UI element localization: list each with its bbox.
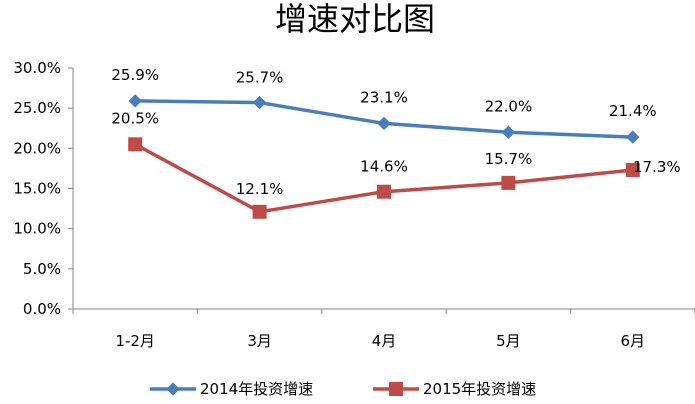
series-2: 20.5% 12.1% 14.6% 15.7% 17.3%	[111, 109, 681, 219]
x-tick-label: 6月	[621, 332, 646, 350]
x-tick-label: 4月	[372, 332, 397, 350]
data-label: 14.6%	[360, 158, 408, 176]
data-label: 15.7%	[485, 150, 533, 168]
legend-entry: 2015年投资增速	[373, 380, 536, 398]
data-point	[128, 137, 143, 152]
x-tick-label: 3月	[247, 332, 272, 350]
data-label: 25.9%	[111, 66, 159, 84]
legend-entry: 2014年投资增速	[150, 380, 313, 398]
x-tick-label: 1-2月	[115, 332, 155, 350]
y-tick-label: 20.0%	[13, 139, 61, 157]
data-point	[626, 130, 640, 144]
y-tick-label: 30.0%	[13, 59, 61, 77]
data-point	[377, 116, 391, 131]
data-label: 17.3%	[633, 158, 681, 176]
data-label: 12.1%	[236, 180, 284, 198]
data-label: 21.4%	[609, 102, 657, 120]
series-line	[134, 142, 633, 214]
data-point	[128, 94, 142, 108]
y-tick-label: 15.0%	[13, 180, 61, 198]
data-label: 23.1%	[360, 88, 408, 106]
legend-label: 2015年投资增速	[423, 380, 536, 398]
y-tick-label: 10.0%	[13, 220, 61, 238]
data-label: 25.7%	[236, 69, 284, 87]
y-tick-label: 5.0%	[23, 260, 61, 278]
x-tick-label: 5月	[496, 332, 521, 350]
legend-marker	[389, 382, 403, 396]
legend-label: 2014年投资增速	[200, 380, 313, 398]
data-point	[501, 175, 516, 190]
data-point	[252, 95, 267, 110]
data-label: 22.0%	[485, 97, 533, 115]
chart-title: 增速对比图	[275, 0, 435, 38]
data-point	[501, 125, 516, 139]
series-1: 25.9% 25.7% 23.1% 22.0% 21.4%	[111, 66, 657, 144]
y-tick-label: 25.0%	[13, 99, 61, 117]
data-label: 20.5%	[111, 109, 159, 127]
y-tick-label: 0.0%	[23, 300, 61, 318]
data-point	[625, 163, 640, 178]
legend-marker	[166, 382, 180, 396]
data-point	[377, 184, 391, 199]
data-point	[252, 204, 267, 219]
